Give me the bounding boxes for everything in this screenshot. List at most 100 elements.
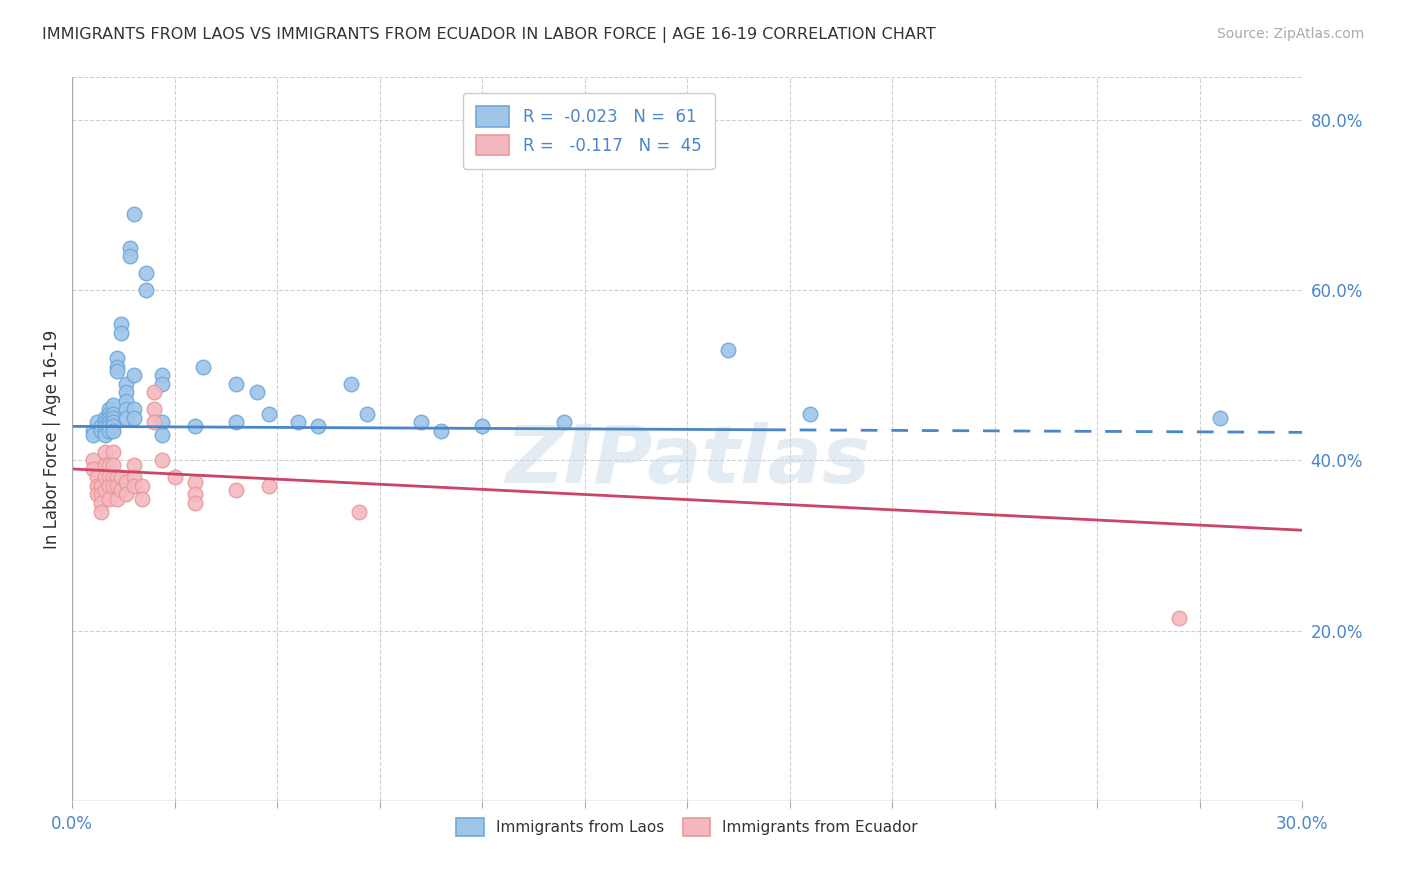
Point	[114, 410, 136, 425]
Point	[122, 410, 145, 425]
Point	[98, 419, 121, 434]
Point	[110, 326, 132, 340]
Point	[225, 415, 247, 429]
Point	[103, 470, 125, 484]
Point	[110, 470, 132, 484]
Point	[94, 419, 117, 434]
Point	[307, 419, 329, 434]
Point	[94, 428, 117, 442]
Y-axis label: In Labor Force | Age 16-19: In Labor Force | Age 16-19	[44, 329, 60, 549]
Point	[90, 496, 112, 510]
Point	[553, 415, 575, 429]
Point	[103, 415, 125, 429]
Point	[90, 487, 112, 501]
Point	[114, 487, 136, 501]
Point	[105, 359, 128, 374]
Point	[94, 458, 117, 472]
Point	[86, 487, 108, 501]
Point	[90, 504, 112, 518]
Point	[1168, 611, 1191, 625]
Point	[82, 424, 104, 438]
Point	[103, 424, 125, 438]
Point	[122, 458, 145, 472]
Point	[225, 376, 247, 391]
Point	[103, 398, 125, 412]
Point	[98, 410, 121, 425]
Point	[86, 470, 108, 484]
Point	[184, 496, 207, 510]
Point	[110, 318, 132, 332]
Point	[118, 241, 141, 255]
Point	[98, 402, 121, 417]
Point	[103, 410, 125, 425]
Point	[347, 504, 370, 518]
Point	[103, 458, 125, 472]
Point	[152, 368, 174, 383]
Point	[152, 428, 174, 442]
Text: ZIPatlas: ZIPatlas	[505, 422, 870, 500]
Point	[94, 424, 117, 438]
Point	[122, 402, 145, 417]
Point	[193, 359, 215, 374]
Point	[98, 458, 121, 472]
Point	[152, 376, 174, 391]
Point	[98, 415, 121, 429]
Point	[114, 385, 136, 400]
Point	[257, 407, 280, 421]
Point	[143, 415, 166, 429]
Point	[105, 470, 128, 484]
Point	[122, 479, 145, 493]
Point	[86, 415, 108, 429]
Point	[131, 479, 153, 493]
Point	[184, 419, 207, 434]
Point	[143, 402, 166, 417]
Point	[152, 415, 174, 429]
Point	[94, 470, 117, 484]
Point	[103, 479, 125, 493]
Point	[122, 206, 145, 220]
Point	[257, 479, 280, 493]
Point	[98, 424, 121, 438]
Point	[122, 470, 145, 484]
Point	[246, 385, 269, 400]
Text: Source: ZipAtlas.com: Source: ZipAtlas.com	[1216, 27, 1364, 41]
Point	[356, 407, 378, 421]
Point	[114, 393, 136, 408]
Text: IMMIGRANTS FROM LAOS VS IMMIGRANTS FROM ECUADOR IN LABOR FORCE | AGE 16-19 CORRE: IMMIGRANTS FROM LAOS VS IMMIGRANTS FROM …	[42, 27, 936, 43]
Point	[98, 470, 121, 484]
Point	[1209, 410, 1232, 425]
Point	[105, 351, 128, 366]
Point	[98, 479, 121, 493]
Point	[105, 491, 128, 506]
Point	[105, 479, 128, 493]
Point	[86, 479, 108, 493]
Point	[103, 419, 125, 434]
Point	[430, 424, 453, 438]
Legend: Immigrants from Laos, Immigrants from Ecuador: Immigrants from Laos, Immigrants from Ec…	[449, 810, 925, 844]
Point	[287, 415, 309, 429]
Point	[110, 483, 132, 498]
Point	[94, 445, 117, 459]
Point	[340, 376, 363, 391]
Point	[90, 419, 112, 434]
Point	[471, 419, 494, 434]
Point	[152, 453, 174, 467]
Point	[82, 428, 104, 442]
Point	[135, 283, 157, 297]
Point	[122, 368, 145, 383]
Point	[184, 487, 207, 501]
Point	[135, 266, 157, 280]
Point	[114, 475, 136, 489]
Point	[94, 410, 117, 425]
Point	[90, 424, 112, 438]
Point	[94, 415, 117, 429]
Point	[131, 491, 153, 506]
Point	[118, 249, 141, 263]
Point	[90, 479, 112, 493]
Point	[82, 453, 104, 467]
Point	[409, 415, 432, 429]
Point	[114, 402, 136, 417]
Point	[94, 483, 117, 498]
Point	[799, 407, 821, 421]
Point	[105, 364, 128, 378]
